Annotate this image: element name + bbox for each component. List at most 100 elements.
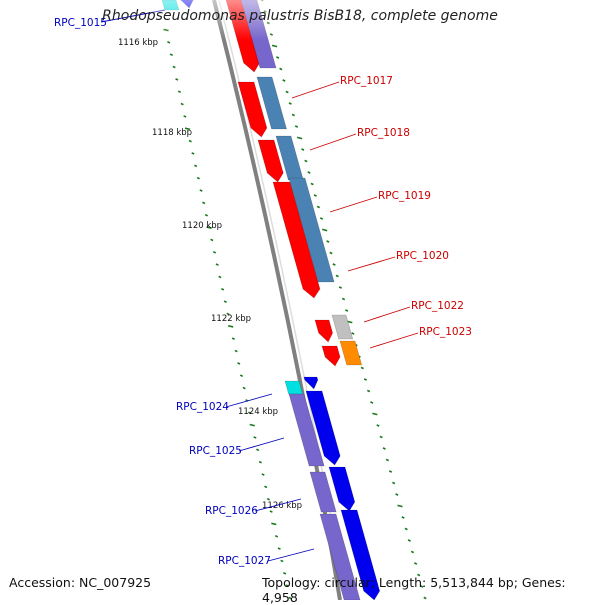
inner-ruler-tick [274, 534, 279, 538]
ruler-label-1126-kbp: 1126 kbp [262, 501, 302, 511]
gene-rpc-1025-feature [288, 393, 325, 467]
inner-ruler-tick [247, 411, 252, 415]
inner-ruler-tick [183, 115, 187, 118]
ruler-label-1116-kbp: 1116 kbp [118, 38, 158, 48]
gene-label-rpc-1023[interactable]: RPC_1023 [419, 326, 472, 338]
outer-ruler-tick [385, 458, 389, 462]
leader-line-rpc-1025 [238, 437, 285, 452]
outer-ruler-tick [329, 251, 333, 255]
inner-ruler-tick [221, 287, 225, 291]
outer-ruler-tick [345, 309, 349, 312]
outer-ruler-tick [296, 136, 303, 140]
gene-rpc-1019-feature [272, 181, 321, 299]
outer-ruler-tick [370, 401, 374, 404]
inner-ruler-tick [242, 386, 246, 390]
gene-rpc-1024b-feature [303, 376, 319, 390]
outer-ruler-tick [291, 113, 295, 117]
outer-ruler-tick [282, 79, 286, 82]
inner-ruler-tick [175, 78, 179, 81]
outer-ruler-tick [363, 378, 368, 381]
leader-line-rpc-1024 [225, 393, 273, 408]
outer-ruler-tick [288, 102, 292, 105]
outer-ruler-tick [413, 562, 418, 565]
gene-rpc-1017-feature [237, 81, 268, 138]
leader-line-rpc-1019 [329, 196, 378, 213]
gene-label-rpc-1024[interactable]: RPC_1024 [176, 401, 229, 413]
gene-rpc-1020-feature [288, 177, 335, 283]
outer-ruler-tick [271, 44, 278, 48]
outer-ruler-tick [417, 573, 421, 577]
gene-label-rpc-1020[interactable]: RPC_1020 [396, 250, 449, 262]
gene-label-rpc-1018[interactable]: RPC_1018 [357, 127, 410, 139]
gene-labels: RPC_1015 RPC_1017 RPC_1018 RPC_1019 RPC_1020… [54, 9, 472, 567]
inner-ruler-tick [261, 473, 265, 476]
inner-ruler-tick [237, 362, 241, 365]
inner-ruler-tick [258, 460, 262, 464]
inner-ruler-tick [249, 423, 255, 427]
outer-ruler-tick [382, 447, 386, 450]
gene-rpc-1022-feature [314, 319, 333, 343]
inner-ruler-tick [172, 65, 176, 69]
outer-ruler-tick [335, 274, 339, 278]
gene-label-rpc-1019[interactable]: RPC_1019 [378, 190, 431, 202]
ruler-label-1120-kbp: 1120 kbp [182, 221, 222, 231]
outer-ruler-tick [332, 263, 336, 266]
gene-label-rpc-1025[interactable]: RPC_1025 [189, 445, 242, 457]
gene-label-rpc-1026[interactable]: RPC_1026 [205, 505, 258, 517]
outer-ruler-tick [285, 90, 289, 94]
gene-rpc-1027b-feature [340, 509, 381, 601]
gene-rpc-1018-feature [257, 139, 284, 183]
inner-ruler-tick [196, 176, 200, 180]
outer-ruler-tick [338, 286, 342, 289]
gene-label-rpc-1027[interactable]: RPC_1027 [218, 555, 271, 567]
inner-ruler-tick [256, 448, 260, 452]
inner-ruler-tick [264, 485, 268, 489]
outer-ruler-tick [423, 596, 427, 600]
outer-ruler-tick [379, 435, 383, 439]
outer-ruler-tick [276, 56, 280, 59]
inner-ruler-tick [280, 559, 284, 563]
leader-line-rpc-1017 [291, 81, 340, 99]
gene-label-rpc-1015[interactable]: RPC_1015 [54, 17, 107, 29]
gene-label-rpc-1022[interactable]: RPC_1022 [411, 300, 464, 312]
minor-ticks [163, 0, 427, 600]
inner-ruler-tick [215, 263, 219, 266]
outer-ruler-tick [372, 412, 378, 416]
genome-summary-text: Topology: circular; Length: 5,513,844 bp… [262, 575, 566, 605]
outer-ruler-tick [307, 171, 311, 174]
inner-ruler-tick [169, 53, 173, 57]
inner-ruler-tick [167, 41, 171, 44]
inner-ruler-tick [204, 213, 209, 217]
accession-text: Accession: NC_007925 [9, 575, 152, 590]
gene-rpc-1025b-feature [305, 390, 341, 466]
inner-ruler-tick [191, 152, 195, 155]
leader-line-rpc-1023 [369, 332, 419, 349]
leader-line-rpc-1026 [254, 498, 302, 512]
outer-ruler-tick [366, 389, 371, 393]
inner-ruler-tick [212, 250, 217, 254]
outer-ruler-tick [351, 332, 355, 335]
gene-rpc-1023b-feature [339, 340, 363, 366]
inner-ruler-tick [288, 596, 292, 600]
inner-ruler-tick [271, 522, 277, 526]
outer-ruler-tick [401, 516, 405, 519]
leader-line-rpc-1018 [309, 133, 357, 151]
outer-ruler-tick [313, 194, 317, 197]
gene-rpc-1023-feature [321, 345, 341, 367]
inner-ruler-tick [253, 436, 257, 439]
outer-ruler-tick [410, 550, 415, 554]
outer-ruler-tick [347, 320, 353, 324]
outer-ruler-tick [301, 148, 305, 151]
outer-ruler-tick [395, 493, 399, 496]
outer-ruler-tick [404, 527, 408, 531]
outer-ruler-tick [341, 297, 346, 301]
inner-ruler-tick [218, 275, 222, 279]
inner-ruler-tick [285, 584, 289, 587]
outer-ruler-tick [360, 366, 364, 370]
inner-ruler-tick [231, 337, 235, 341]
inner-ruler-tick [210, 238, 214, 242]
gene-label-rpc-1017[interactable]: RPC_1017 [340, 75, 393, 87]
inner-ruler-tick [199, 189, 203, 192]
